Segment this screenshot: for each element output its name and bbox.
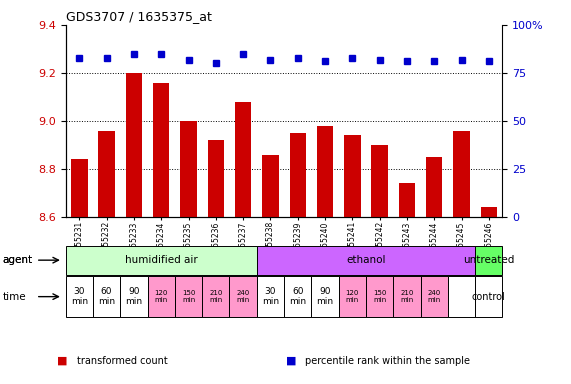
Text: 240
min: 240 min xyxy=(428,290,441,303)
Bar xyxy=(448,276,475,317)
Text: 90
min: 90 min xyxy=(126,287,143,306)
Bar xyxy=(147,276,175,317)
Bar xyxy=(421,276,448,317)
Bar xyxy=(230,276,257,317)
Text: agent: agent xyxy=(3,255,33,265)
Bar xyxy=(208,140,224,217)
Text: 150
min: 150 min xyxy=(373,290,387,303)
Text: ■: ■ xyxy=(57,356,67,366)
Bar xyxy=(311,276,339,317)
Bar xyxy=(98,131,115,217)
Bar xyxy=(153,83,170,217)
Text: ethanol: ethanol xyxy=(346,255,386,265)
Text: 120
min: 120 min xyxy=(345,290,359,303)
Bar xyxy=(344,136,360,217)
Bar xyxy=(426,157,443,217)
Bar xyxy=(202,276,230,317)
Text: humidified air: humidified air xyxy=(125,255,198,265)
Text: percentile rank within the sample: percentile rank within the sample xyxy=(305,356,471,366)
Bar xyxy=(175,276,202,317)
Bar xyxy=(371,145,388,217)
Text: ■: ■ xyxy=(286,356,296,366)
Text: time: time xyxy=(3,291,26,302)
Text: agent: agent xyxy=(3,255,33,265)
Text: 30
min: 30 min xyxy=(262,287,279,306)
Bar xyxy=(262,155,279,217)
Bar xyxy=(393,276,421,317)
Text: transformed count: transformed count xyxy=(77,356,168,366)
Text: 90
min: 90 min xyxy=(316,287,333,306)
Bar xyxy=(339,276,366,317)
Bar xyxy=(453,131,470,217)
Bar xyxy=(66,246,257,275)
Bar xyxy=(235,102,251,217)
Bar xyxy=(481,207,497,217)
Bar xyxy=(120,276,147,317)
Bar xyxy=(71,159,87,217)
Bar xyxy=(399,183,415,217)
Bar xyxy=(475,246,502,275)
Bar xyxy=(289,133,306,217)
Bar xyxy=(257,246,475,275)
Bar xyxy=(126,73,142,217)
Text: 120
min: 120 min xyxy=(155,290,168,303)
Text: 210
min: 210 min xyxy=(400,290,413,303)
Text: control: control xyxy=(472,291,506,302)
Bar xyxy=(66,276,93,317)
Bar xyxy=(93,276,120,317)
Text: 210
min: 210 min xyxy=(209,290,223,303)
Text: GDS3707 / 1635375_at: GDS3707 / 1635375_at xyxy=(66,10,211,23)
Text: 60
min: 60 min xyxy=(98,287,115,306)
Bar xyxy=(317,126,333,217)
Bar xyxy=(180,121,196,217)
Bar xyxy=(366,276,393,317)
Text: 240
min: 240 min xyxy=(236,290,250,303)
Text: 30
min: 30 min xyxy=(71,287,88,306)
Bar xyxy=(257,276,284,317)
Bar xyxy=(475,276,502,317)
Bar xyxy=(284,276,311,317)
Text: 150
min: 150 min xyxy=(182,290,195,303)
Text: 60
min: 60 min xyxy=(289,287,306,306)
Text: untreated: untreated xyxy=(463,255,514,265)
